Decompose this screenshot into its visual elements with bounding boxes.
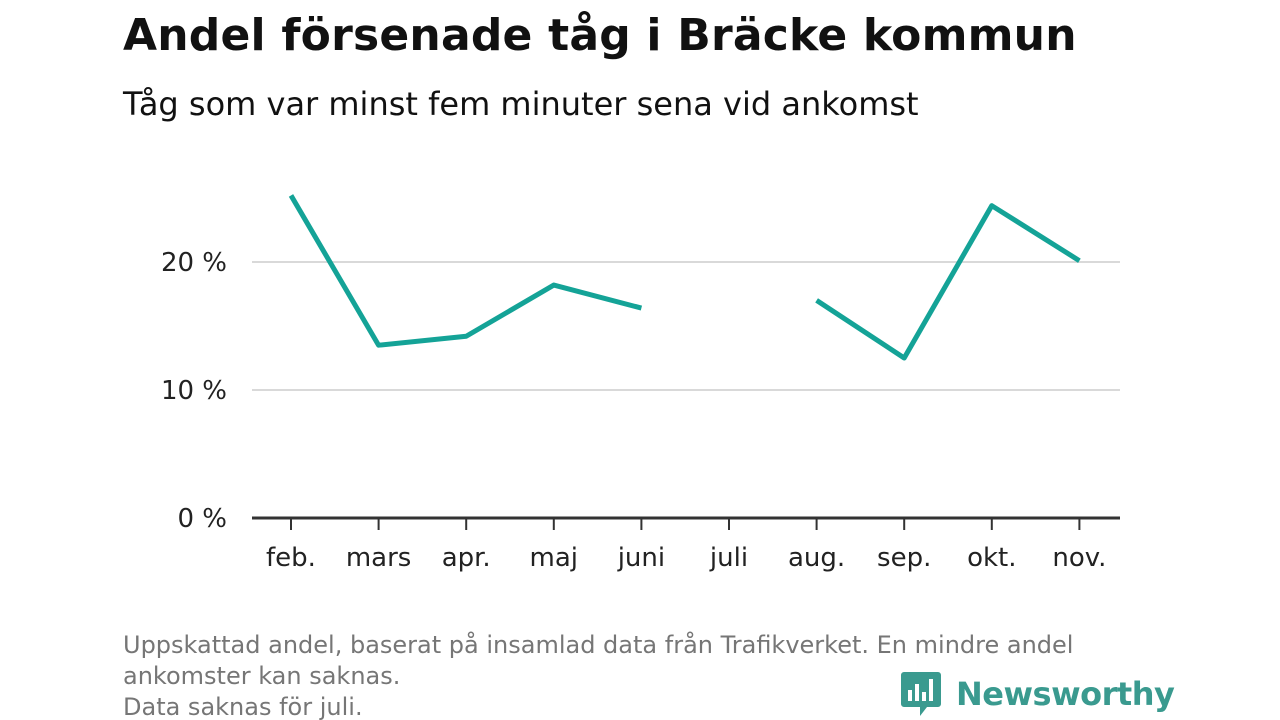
x-tick-label: feb. <box>266 543 316 573</box>
chart-subtitle: Tåg som var minst fem minuter sena vid a… <box>123 85 919 123</box>
x-tick-label: okt. <box>967 543 1016 573</box>
x-tick-label: sep. <box>877 543 931 573</box>
x-tick-label: juni <box>617 543 665 573</box>
footnote: Uppskattad andel, baserat på insamlad da… <box>123 630 1163 720</box>
x-tick-label: mars <box>346 543 412 573</box>
y-tick-label: 20 % <box>161 248 227 278</box>
footnote-line: Data saknas för juli. <box>123 693 363 720</box>
x-tick-label: juli <box>709 543 748 573</box>
footnote-line: Uppskattad andel, baserat på insamlad da… <box>123 631 1074 659</box>
x-tick-label: aug. <box>788 543 845 573</box>
series-line <box>288 194 643 348</box>
newsworthy-logo-icon <box>901 672 941 716</box>
series-line <box>815 203 1081 361</box>
brand-name: Newsworthy <box>956 675 1175 713</box>
brand-logo: Newsworthy <box>900 670 1175 718</box>
line-chart: 0 % 10 % 20 % feb. mars apr. maj juni juli aug. se… <box>161 194 1120 573</box>
chart-title: Andel försenade tåg i Bräcke kommun <box>123 10 1077 61</box>
x-tick-label: maj <box>530 543 578 573</box>
x-tick-label: apr. <box>442 543 491 573</box>
footnote-line: ankomster kan saknas. <box>123 662 401 690</box>
y-tick-label: 0 % <box>177 504 227 534</box>
y-tick-label: 10 % <box>161 376 227 406</box>
x-tick-label: nov. <box>1052 543 1106 573</box>
